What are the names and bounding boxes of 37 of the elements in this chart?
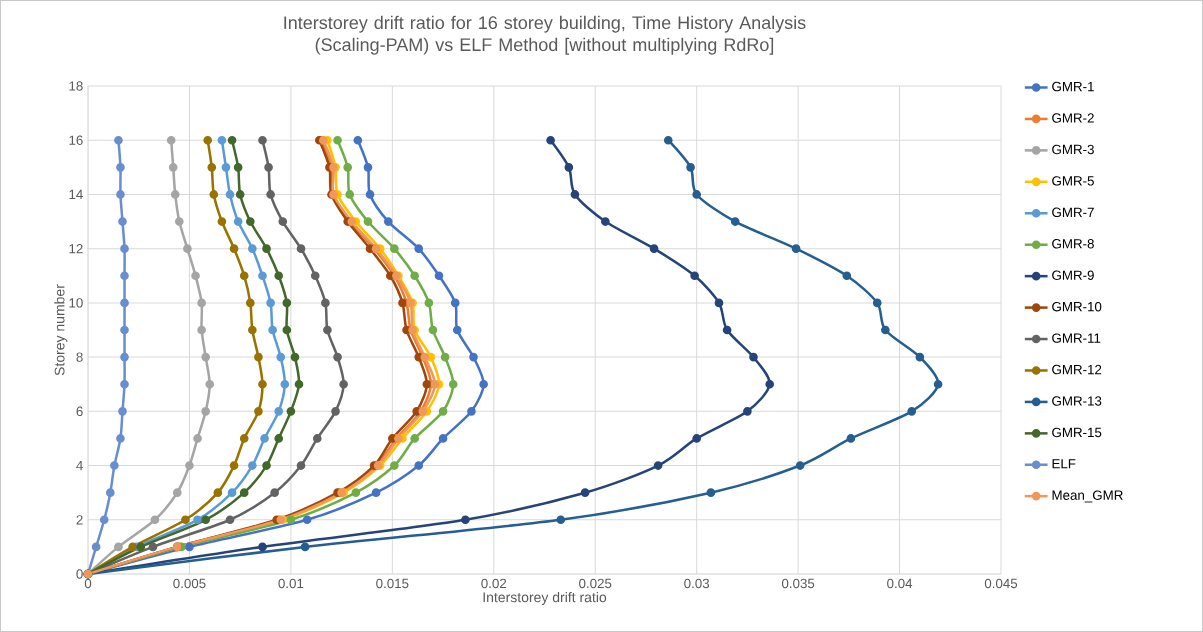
y-tick-label: 4 <box>76 460 83 471</box>
y-tick-label: 6 <box>76 406 83 417</box>
legend-label: Mean_GMR <box>1052 490 1123 503</box>
x-tick-label: 0.035 <box>781 578 815 589</box>
legend-label: GMR-3 <box>1052 144 1094 155</box>
legend-label: GMR-13 <box>1052 396 1102 406</box>
x-tick-label: 0.02 <box>481 578 507 589</box>
legend-label: GMR-2 <box>1052 113 1094 123</box>
x-tick-label: 0 <box>84 578 92 589</box>
y-tick-label: 12 <box>69 244 83 254</box>
legend-label: GMR-9 <box>1052 270 1094 280</box>
y-tick-label: 0 <box>76 569 83 579</box>
x-tick-label: 0.03 <box>684 578 710 589</box>
y-tick-label: 8 <box>76 352 83 362</box>
legend-label: GMR-15 <box>1052 427 1102 438</box>
legend-label: GMR-1 <box>1052 81 1094 92</box>
x-tick-label: 0.015 <box>376 578 409 589</box>
legend-label: GMR-5 <box>1052 176 1094 186</box>
chart-title: Interstorey drift ratio for 16 storey building, Time History Analysis (Scaling-PAM) vs ELF Method [without multiplying RdRo] <box>284 15 806 55</box>
legend-label: GMR-8 <box>1052 239 1094 249</box>
x-tick-label: 0.04 <box>887 578 913 589</box>
legend-label: ELF <box>1052 459 1076 469</box>
y-axis-title: Storey number <box>54 284 68 376</box>
x-tick-label: 0.01 <box>278 578 304 589</box>
legend-label: GMR-7 <box>1052 207 1094 218</box>
legend-label: GMR-11 <box>1052 333 1101 343</box>
y-tick-label: 18 <box>69 81 83 91</box>
x-tick-label: 0.025 <box>579 578 612 589</box>
x-tick-label: 0.045 <box>984 578 1018 589</box>
x-tick-label: 0.005 <box>173 578 206 589</box>
y-tick-label: 10 <box>69 298 83 308</box>
y-tick-label: 16 <box>69 135 83 145</box>
x-axis-title: Interstorey drift ratio <box>483 591 607 606</box>
legend-label: GMR-10 <box>1052 301 1102 312</box>
y-tick-label: 14 <box>69 189 83 200</box>
y-tick-label: 2 <box>76 515 83 525</box>
legend-label: GMR-12 <box>1052 364 1102 375</box>
